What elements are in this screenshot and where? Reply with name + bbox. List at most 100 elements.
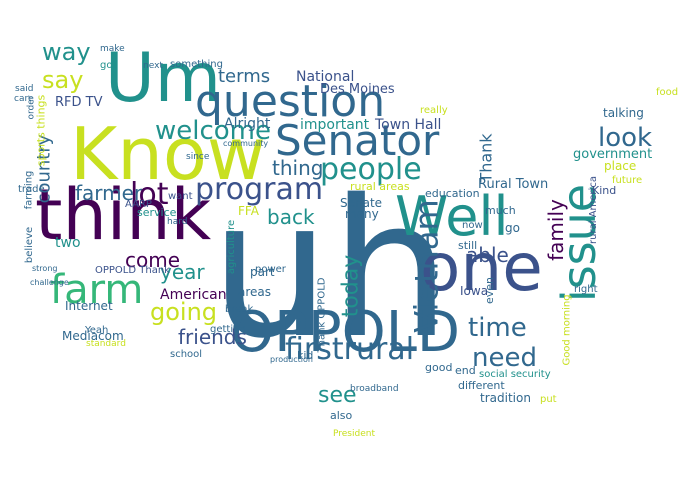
word-look: look [598, 123, 653, 153]
word-say: say [42, 66, 84, 94]
word-right: right [574, 284, 598, 295]
word-kid: kid [297, 349, 314, 362]
word-des-moines: Des Moines [320, 82, 395, 97]
word-much: much [485, 204, 516, 217]
word-welcome: welcome [155, 116, 272, 146]
word-farmer: farmer [75, 181, 143, 205]
word-family: family [543, 199, 568, 261]
word-able: able [466, 243, 509, 267]
word-since: since [186, 152, 210, 162]
word-government: government [573, 147, 653, 162]
word-know: Know [70, 112, 266, 196]
word-town-hall: Town Hall [375, 117, 442, 133]
word-year: year [160, 260, 205, 284]
word-talking: talking [603, 106, 644, 120]
word-ffa: FFA [238, 204, 259, 218]
word-said: said [15, 84, 34, 94]
word-place: place [604, 159, 637, 173]
word-firstrural: firstrural [285, 332, 415, 367]
word-kind: Kind [592, 184, 617, 197]
word-see: see [318, 383, 357, 408]
word-people: people [320, 152, 422, 187]
word-question: question [195, 76, 386, 127]
word-community: community [223, 139, 269, 148]
word-getting: getting [210, 324, 246, 335]
word-service: service [137, 206, 177, 219]
word-yeah: Yeah [85, 325, 109, 336]
word-internet: Internet [65, 299, 113, 313]
word-need: need [472, 343, 537, 373]
word-power: power [255, 264, 286, 275]
word-sports-things: sports things [34, 94, 48, 167]
word-still: still [458, 239, 478, 252]
word-way: way [42, 38, 91, 66]
word-got: got [100, 60, 117, 71]
word-different: different [458, 379, 505, 392]
word-thank: Thank [476, 133, 496, 183]
word-rural-town: Rural Town [478, 177, 549, 192]
word-also: also [330, 409, 353, 422]
word-vietnam: Vietnam [407, 199, 446, 333]
word-good: good [425, 361, 453, 374]
word-hard: hard [167, 217, 188, 227]
word-time: time [468, 313, 527, 343]
word-something: something [170, 59, 223, 70]
word-next: next [143, 61, 163, 71]
word-important: important [300, 117, 370, 133]
word-really: really [420, 105, 448, 116]
word-aarp: AARP [125, 199, 152, 210]
word-president: President [333, 429, 375, 439]
word-iowa: Iowa [460, 284, 489, 298]
word-american: American [160, 287, 227, 303]
word-um: Um [105, 39, 222, 118]
word-well: Well [395, 185, 509, 248]
word-back: back [267, 205, 315, 229]
word-care: care [14, 94, 34, 104]
word-future: future [612, 175, 643, 186]
word-even: even [483, 276, 497, 305]
word-put: put [540, 394, 557, 405]
word-production: production [270, 355, 313, 364]
word-think: think [35, 174, 212, 256]
word-school: school [170, 349, 203, 360]
word-food: food [656, 87, 679, 98]
word-come: come [125, 248, 181, 272]
word-mediacom: Mediacom [62, 329, 124, 343]
word-thing: thing [272, 156, 324, 180]
word-national: National [296, 69, 355, 85]
word-one: one [420, 229, 543, 306]
word-farm: farm [50, 267, 144, 313]
word-oppold: OPPOLD [230, 300, 461, 365]
word-many: many [345, 207, 379, 221]
word-senate: Senate [340, 196, 383, 210]
word-standard: standard [86, 339, 126, 349]
word-senator: Senator [275, 116, 440, 165]
word-rfd-tv: RFD TV [55, 95, 103, 110]
word-going: going [150, 298, 218, 326]
word-alright: Alright [224, 116, 271, 132]
word-program: program [195, 172, 324, 207]
word-rural-areas: rural areas [350, 180, 410, 193]
word-areas: areas [238, 285, 272, 299]
word-make: make [100, 44, 125, 54]
word-tradition: tradition [480, 391, 531, 405]
word-challenge: challenge [30, 278, 69, 287]
word-terms: terms [218, 66, 271, 87]
word-social-security: social security [479, 369, 551, 380]
word-broadband: broadband [350, 384, 399, 394]
word-uh: uh [210, 159, 451, 380]
word-agriculture: agriculture [226, 219, 238, 275]
word-now: now [462, 220, 483, 231]
word-break: break [225, 304, 254, 315]
word-trade: trade [18, 184, 45, 195]
word-oppold-thank: OPPOLD Thank [95, 265, 170, 276]
word-education: education [425, 187, 480, 200]
word-thank-oppold: Thank OPPOLD [316, 277, 328, 353]
word-end: end [455, 364, 476, 377]
word-today: today [338, 254, 364, 318]
word-want: want [168, 191, 193, 202]
word-two: two [55, 235, 81, 251]
word-order: order [26, 95, 37, 120]
word-go: go [505, 221, 520, 235]
